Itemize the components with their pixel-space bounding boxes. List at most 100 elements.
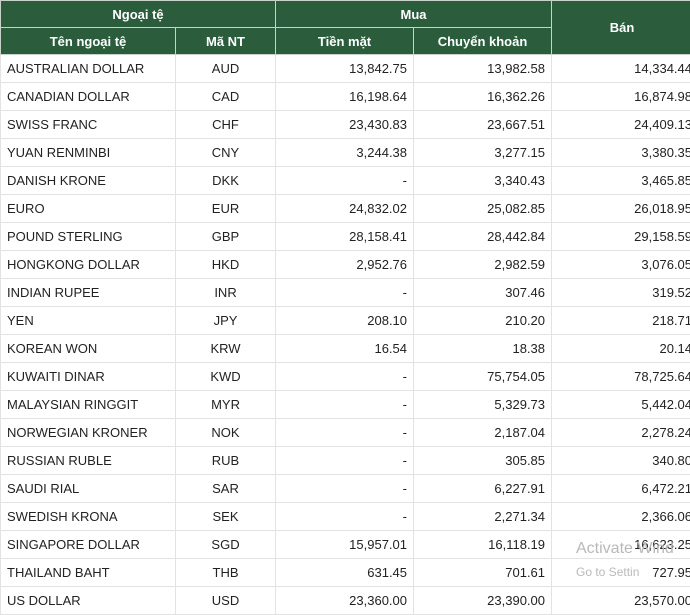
table-cell: 16.54 — [276, 335, 414, 363]
table-cell: 727.95 — [552, 559, 690, 587]
table-cell: SGD — [176, 531, 276, 559]
table-cell: 28,442.84 — [414, 223, 552, 251]
header-cell: Ngoại tệ — [1, 1, 276, 28]
table-cell: THAILAND BAHT — [1, 559, 176, 587]
table-cell: CHF — [176, 111, 276, 139]
table-cell: HKD — [176, 251, 276, 279]
table-cell: 16,198.64 — [276, 83, 414, 111]
table-cell: 3,340.43 — [414, 167, 552, 195]
table-cell: EUR — [176, 195, 276, 223]
table-cell: KOREAN WON — [1, 335, 176, 363]
table-cell: 18.38 — [414, 335, 552, 363]
table-cell: NOK — [176, 419, 276, 447]
table-cell: INR — [176, 279, 276, 307]
table-cell: 3,465.85 — [552, 167, 690, 195]
table-cell: - — [276, 503, 414, 531]
table-cell: 2,271.34 — [414, 503, 552, 531]
table-cell: 5,329.73 — [414, 391, 552, 419]
table-cell: 16,874.98 — [552, 83, 690, 111]
table-cell: 16,118.19 — [414, 531, 552, 559]
table-cell: 3,380.35 — [552, 139, 690, 167]
table-cell: 701.61 — [414, 559, 552, 587]
table-cell: - — [276, 363, 414, 391]
table-cell: 14,334.44 — [552, 55, 690, 83]
table-cell: 29,158.59 — [552, 223, 690, 251]
table-cell: 24,832.02 — [276, 195, 414, 223]
table-cell: POUND STERLING — [1, 223, 176, 251]
table-cell: NORWEGIAN KRONER — [1, 419, 176, 447]
table-cell: MALAYSIAN RINGGIT — [1, 391, 176, 419]
table-cell: SWISS FRANC — [1, 111, 176, 139]
table-cell: 23,430.83 — [276, 111, 414, 139]
table-cell: US DOLLAR — [1, 587, 176, 615]
table-cell: AUD — [176, 55, 276, 83]
table-cell: 25,082.85 — [414, 195, 552, 223]
table-cell: CANADIAN DOLLAR — [1, 83, 176, 111]
table-cell: 307.46 — [414, 279, 552, 307]
table-cell: 20.14 — [552, 335, 690, 363]
table-cell: 2,187.04 — [414, 419, 552, 447]
header-cell: Bán — [552, 1, 690, 55]
table-cell: 2,366.06 — [552, 503, 690, 531]
table-cell: 2,278.24 — [552, 419, 690, 447]
table-cell: 5,442.04 — [552, 391, 690, 419]
table-cell: 78,725.64 — [552, 363, 690, 391]
table-cell: 28,158.41 — [276, 223, 414, 251]
table-cell: SWEDISH KRONA — [1, 503, 176, 531]
table-cell: 631.45 — [276, 559, 414, 587]
table-cell: 23,570.00 — [552, 587, 690, 615]
table-cell: JPY — [176, 307, 276, 335]
table-cell: 23,667.51 — [414, 111, 552, 139]
table-cell: SEK — [176, 503, 276, 531]
table-cell: 24,409.13 — [552, 111, 690, 139]
table-cell: - — [276, 279, 414, 307]
table-cell: THB — [176, 559, 276, 587]
table-cell: 13,982.58 — [414, 55, 552, 83]
table-cell: 208.10 — [276, 307, 414, 335]
table-cell: SINGAPORE DOLLAR — [1, 531, 176, 559]
table-cell: 16,623.25 — [552, 531, 690, 559]
table-cell: - — [276, 447, 414, 475]
header-cell: Chuyển khoản — [414, 28, 552, 55]
table-cell: SAUDI RIAL — [1, 475, 176, 503]
table-cell: 3,244.38 — [276, 139, 414, 167]
header-cell: Tên ngoại tệ — [1, 28, 176, 55]
table-cell: KUWAITI DINAR — [1, 363, 176, 391]
table-cell: 2,982.59 — [414, 251, 552, 279]
table-cell: 319.52 — [552, 279, 690, 307]
table-cell: 23,390.00 — [414, 587, 552, 615]
table-cell: 15,957.01 — [276, 531, 414, 559]
table-cell: USD — [176, 587, 276, 615]
header-cell: Tiền mặt — [276, 28, 414, 55]
table-cell: - — [276, 419, 414, 447]
table-cell: 6,227.91 — [414, 475, 552, 503]
table-cell: RUSSIAN RUBLE — [1, 447, 176, 475]
table-cell: 23,360.00 — [276, 587, 414, 615]
table-cell: 26,018.95 — [552, 195, 690, 223]
table-cell: 305.85 — [414, 447, 552, 475]
table-cell: YUAN RENMINBI — [1, 139, 176, 167]
table-cell: SAR — [176, 475, 276, 503]
table-cell: - — [276, 167, 414, 195]
table-cell: - — [276, 475, 414, 503]
table-cell: EURO — [1, 195, 176, 223]
table-cell: AUSTRALIAN DOLLAR — [1, 55, 176, 83]
table-cell: 3,076.05 — [552, 251, 690, 279]
table-cell: 13,842.75 — [276, 55, 414, 83]
header-cell: Mua — [276, 1, 552, 28]
table-cell: 2,952.76 — [276, 251, 414, 279]
